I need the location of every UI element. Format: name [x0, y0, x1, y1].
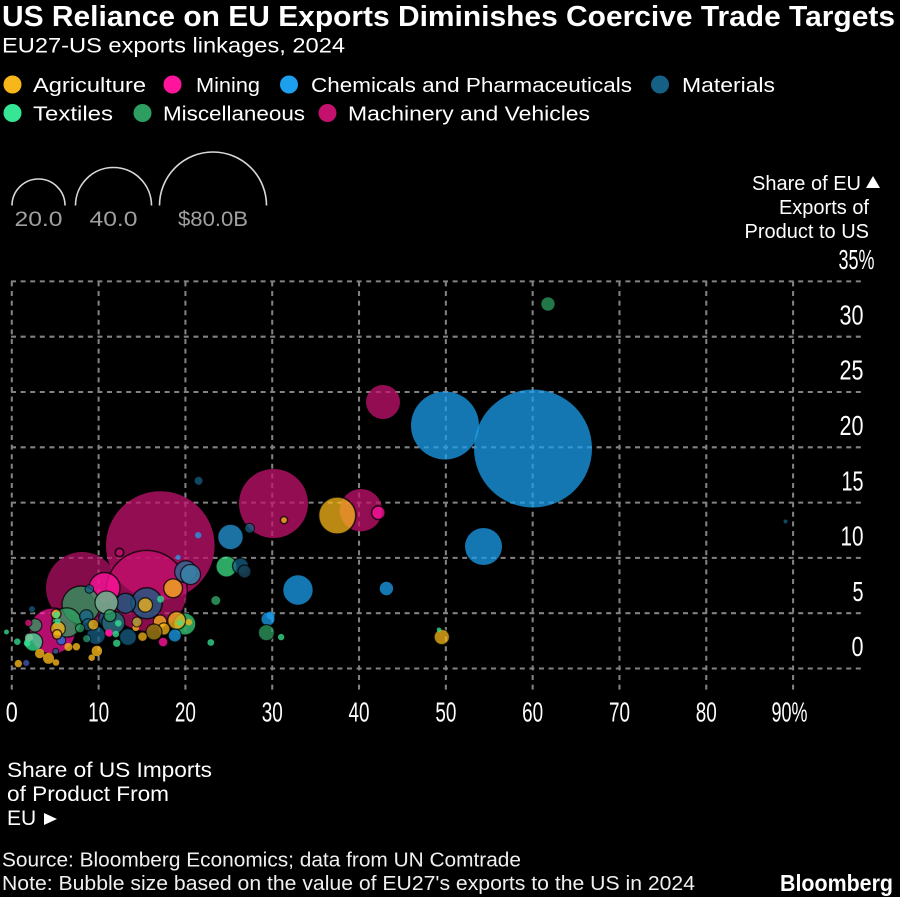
- svg-text:Materials: Materials: [682, 75, 775, 97]
- svg-text:Note: Bubble size based on the: Note: Bubble size based on the value of …: [2, 873, 695, 895]
- svg-text:50: 50: [435, 697, 456, 728]
- svg-text:20: 20: [175, 697, 196, 728]
- svg-text:70: 70: [609, 697, 630, 728]
- svg-text:Exports of: Exports of: [779, 197, 869, 219]
- svg-text:25: 25: [840, 355, 864, 386]
- svg-text:40: 40: [349, 697, 370, 728]
- svg-text:EU: EU: [7, 807, 36, 830]
- svg-text:10: 10: [841, 521, 864, 552]
- svg-text:Mining: Mining: [196, 75, 260, 97]
- svg-text:30: 30: [262, 697, 283, 728]
- svg-text:90%: 90%: [772, 697, 808, 728]
- svg-text:Agriculture: Agriculture: [33, 75, 146, 97]
- svg-text:30: 30: [840, 299, 864, 330]
- svg-text:20.0: 20.0: [15, 208, 63, 231]
- svg-text:of Product From: of Product From: [7, 783, 169, 806]
- svg-text:Bloomberg: Bloomberg: [780, 870, 893, 896]
- svg-text:60: 60: [522, 697, 543, 728]
- svg-text:Chemicals and Pharmaceuticals: Chemicals and Pharmaceuticals: [311, 75, 632, 97]
- svg-text:Product to US: Product to US: [744, 221, 869, 243]
- svg-text:Source: Bloomberg Economics; d: Source: Bloomberg Economics; data from U…: [2, 850, 521, 872]
- svg-text:Textiles: Textiles: [33, 104, 113, 126]
- svg-text:EU27-US exports linkages, 2024: EU27-US exports linkages, 2024: [2, 35, 345, 58]
- svg-text:Share of US Imports: Share of US Imports: [7, 759, 212, 782]
- svg-text:40.0: 40.0: [90, 208, 138, 231]
- svg-text:80: 80: [696, 697, 717, 728]
- svg-text:US Reliance on EU Exports Dimi: US Reliance on EU Exports Diminishes Coe…: [2, 1, 895, 33]
- svg-text:0: 0: [852, 631, 864, 662]
- svg-text:15: 15: [842, 465, 864, 496]
- svg-text:10: 10: [88, 697, 109, 728]
- svg-text:20: 20: [840, 410, 864, 441]
- svg-text:35%: 35%: [839, 244, 875, 275]
- svg-text:5: 5: [853, 576, 864, 607]
- svg-text:Share of EU: Share of EU: [752, 173, 861, 195]
- svg-text:$80.0B: $80.0B: [178, 208, 248, 231]
- svg-text:0: 0: [6, 697, 18, 728]
- svg-text:Miscellaneous: Miscellaneous: [163, 104, 305, 126]
- svg-text:Machinery and Vehicles: Machinery and Vehicles: [348, 104, 590, 126]
